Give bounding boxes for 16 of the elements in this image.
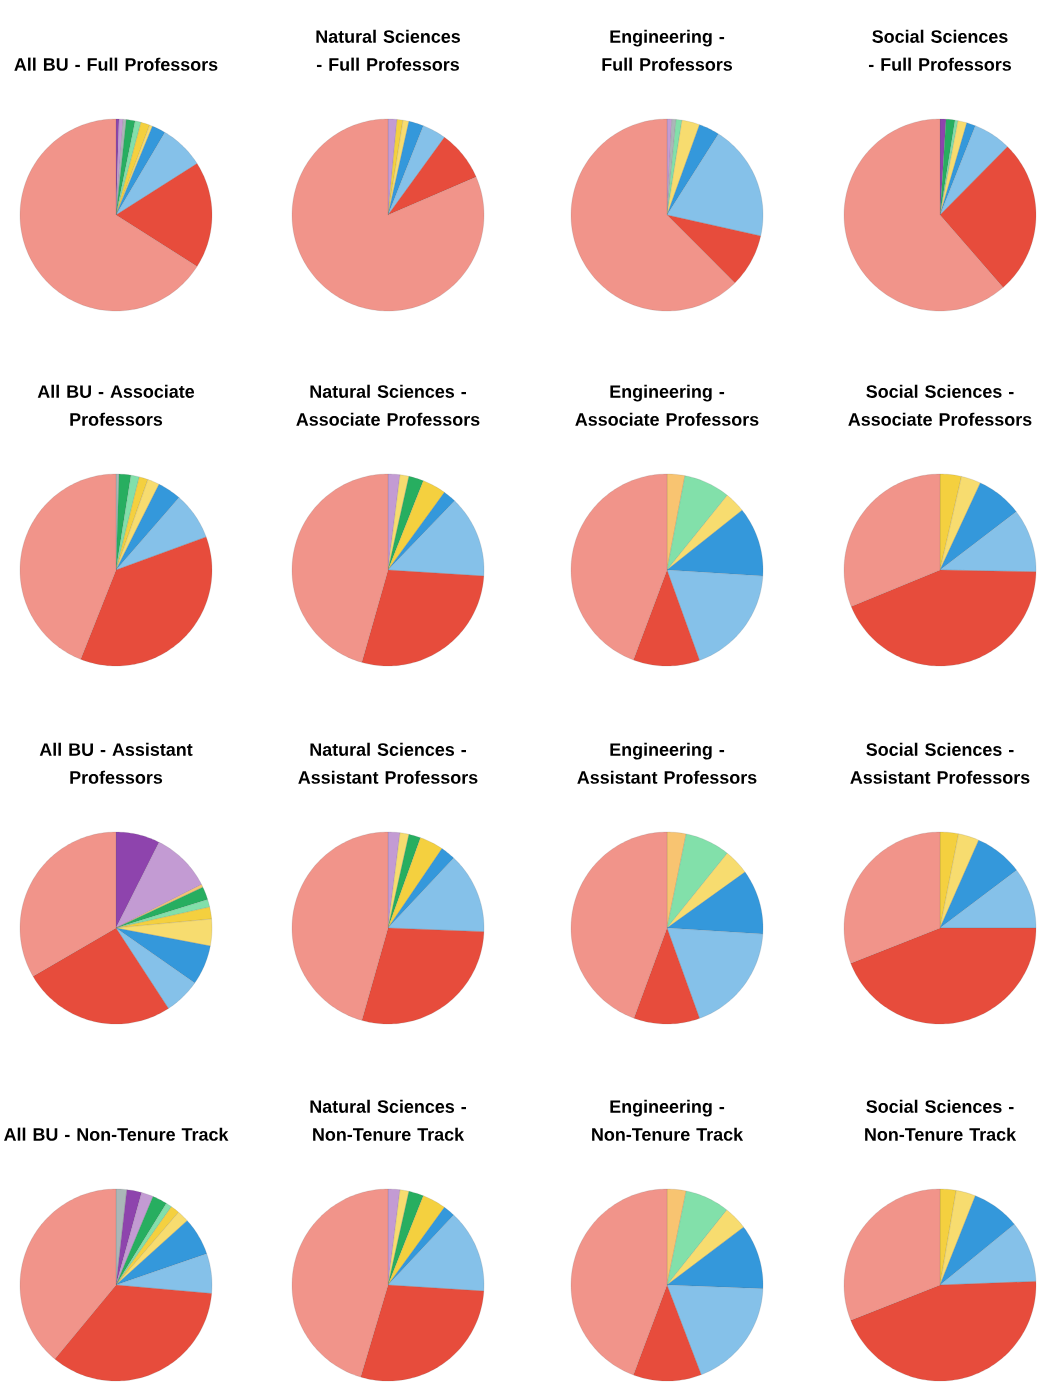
chart-title: All BU - Non-Tenure Track (4, 1127, 229, 1141)
chart-title: Natural Sciences - Assistant Professors (298, 742, 478, 784)
chart-title: Social Sciences - Non-Tenure Track (865, 1099, 1017, 1141)
chart-title: Engineering - Associate Professors (575, 384, 759, 426)
chart-title: All BU - Full Professors (14, 57, 218, 71)
chart-title: Social Sciences - Assistant Professors (850, 742, 1030, 784)
chart-title: Engineering - Assistant Professors (577, 742, 757, 784)
chart-title: Natural Sciences - Non-Tenure Track (310, 1099, 466, 1141)
chart-title: Social Sciences - Full Professors (868, 29, 1012, 71)
chart-title: Social Sciences - Associate Professors (848, 384, 1032, 426)
chart-title: All BU - Assistant Professors (39, 742, 193, 784)
chart-title: Natural Sciences - Full Professors (316, 29, 461, 71)
chart-title: Engineering - Non-Tenure Track (592, 1099, 744, 1141)
chart-title: Engineering - Full Professors (602, 29, 733, 71)
chart-title: All BU - Associate Professors (37, 384, 195, 426)
chart-title: Natural Sciences - Associate Professors (296, 384, 480, 426)
